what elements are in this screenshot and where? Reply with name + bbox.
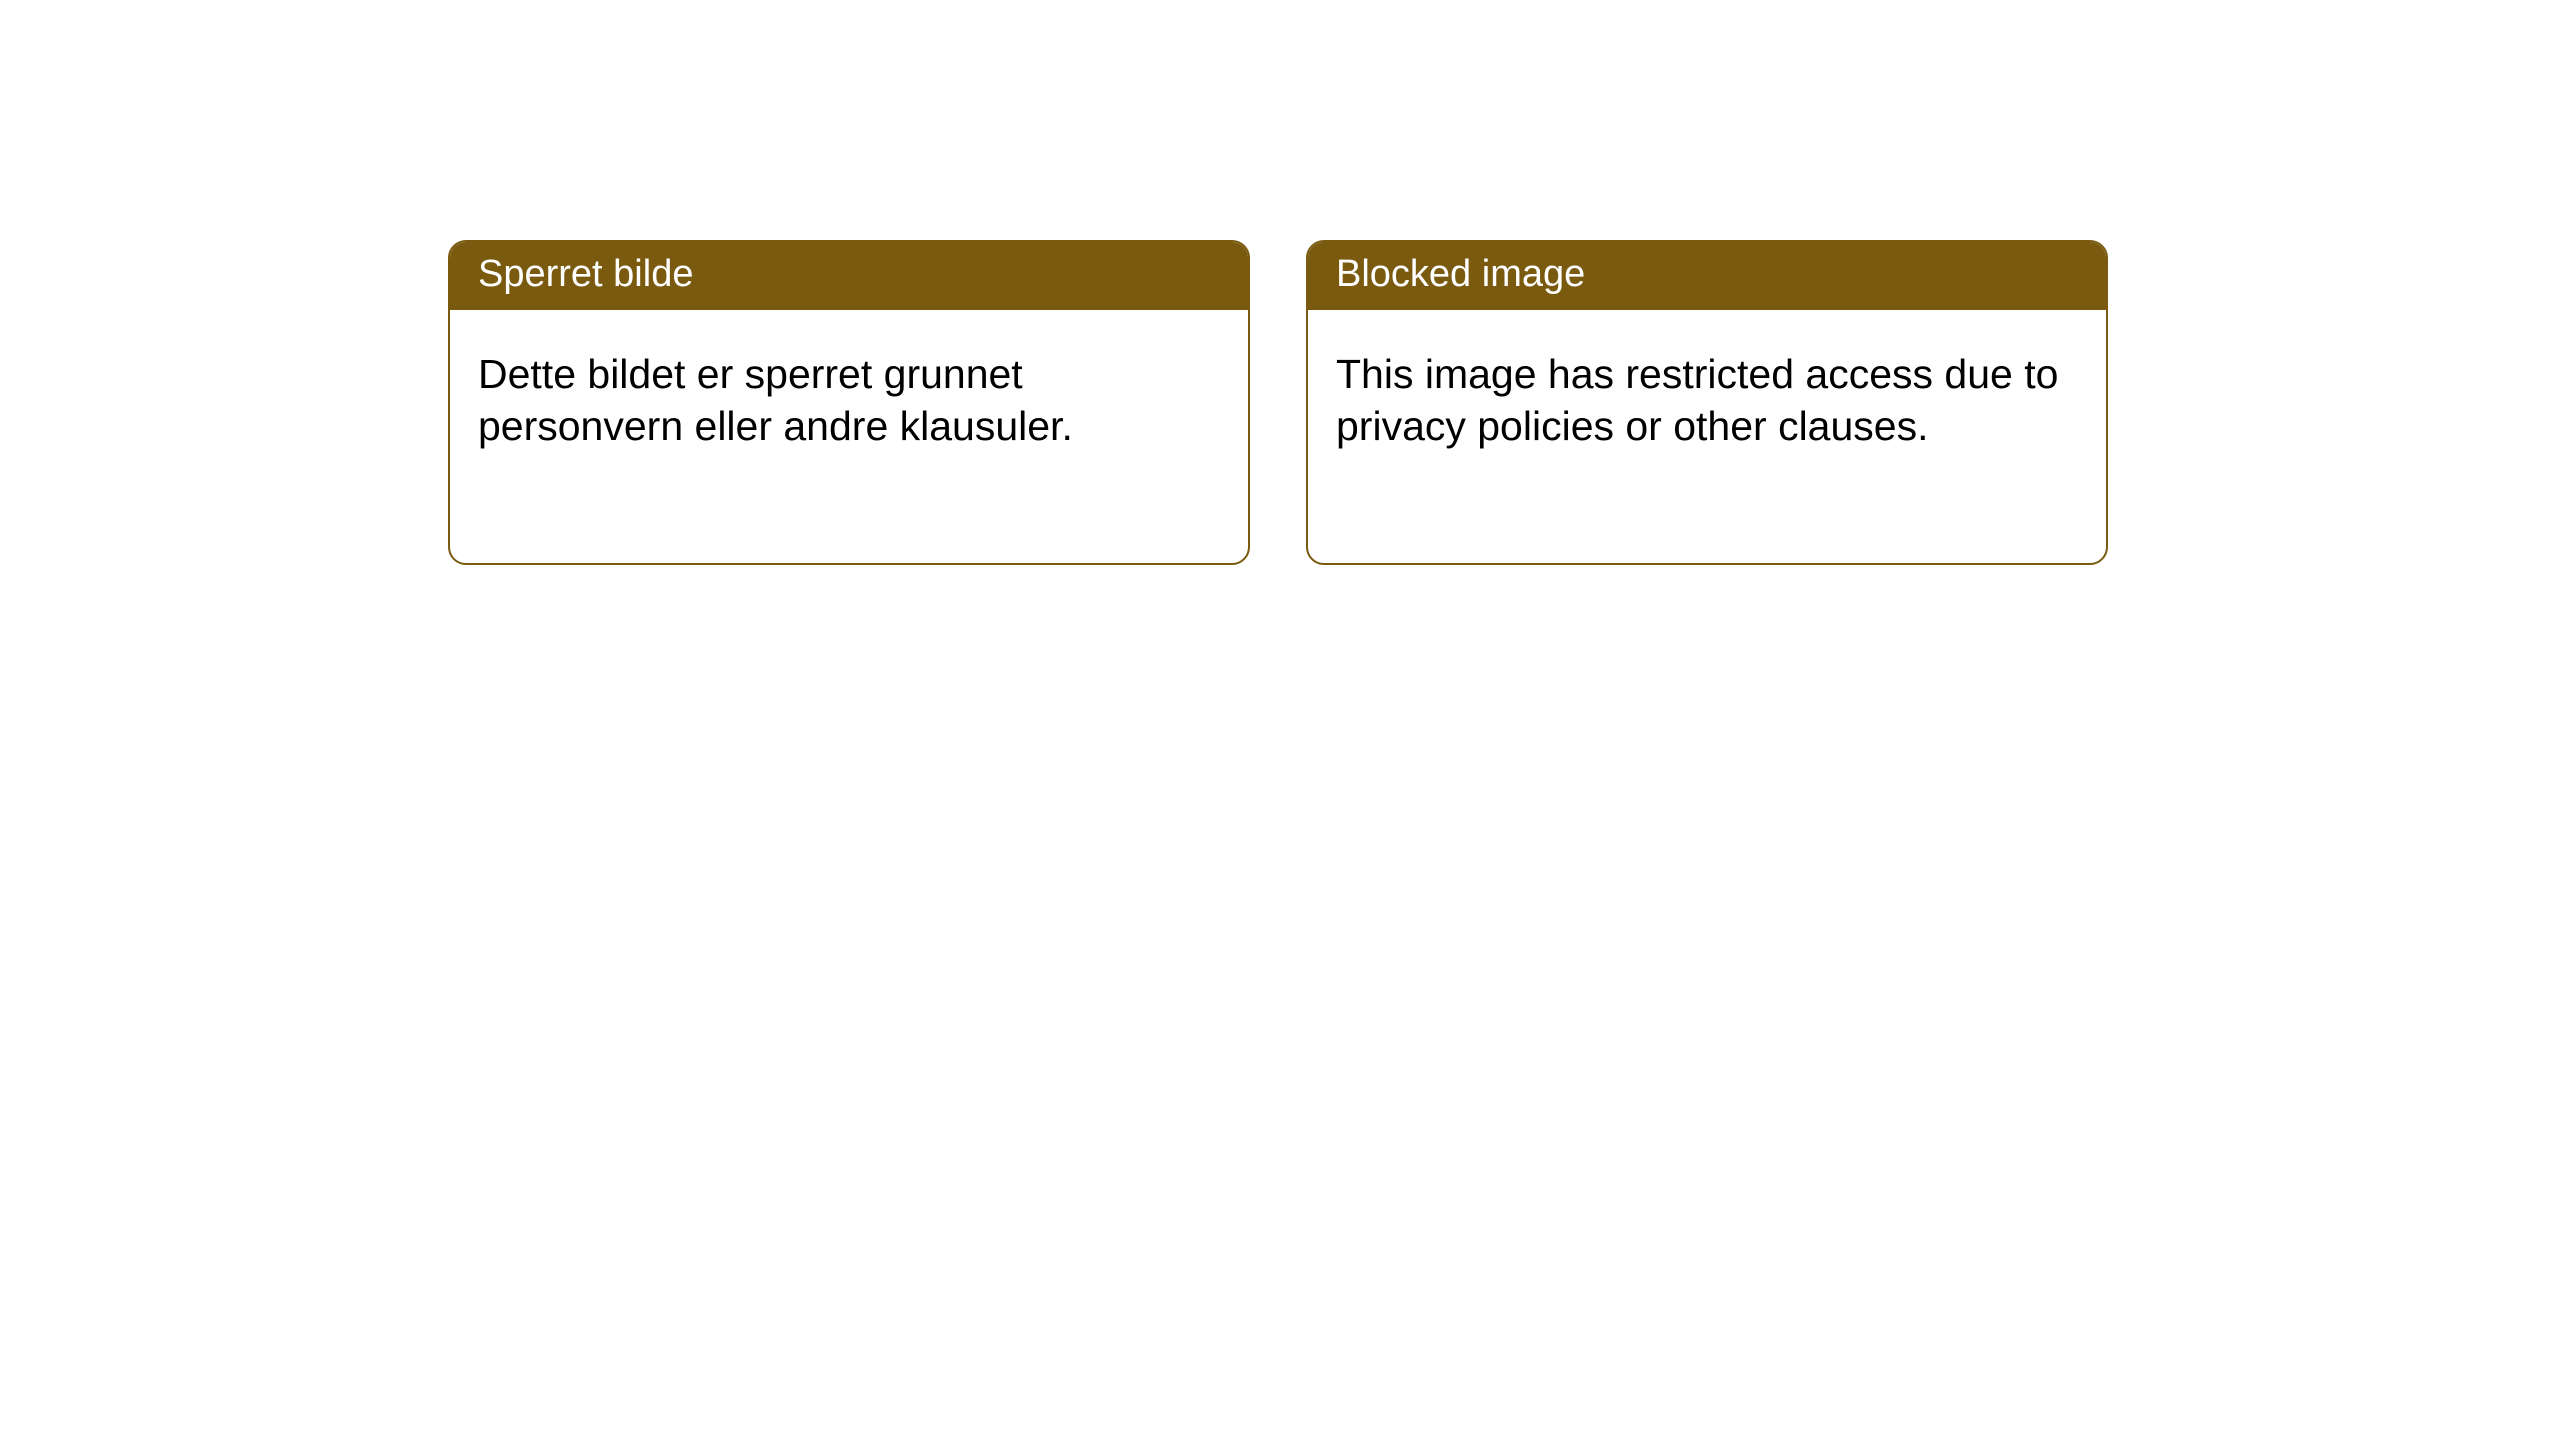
card-body-text: Dette bildet er sperret grunnet personve…	[450, 310, 1248, 563]
card-body-text: This image has restricted access due to …	[1308, 310, 2106, 563]
notice-container: Sperret bilde Dette bildet er sperret gr…	[0, 0, 2560, 565]
card-header: Sperret bilde	[450, 242, 1248, 310]
card-header: Blocked image	[1308, 242, 2106, 310]
blocked-image-card-english: Blocked image This image has restricted …	[1306, 240, 2108, 565]
blocked-image-card-norwegian: Sperret bilde Dette bildet er sperret gr…	[448, 240, 1250, 565]
